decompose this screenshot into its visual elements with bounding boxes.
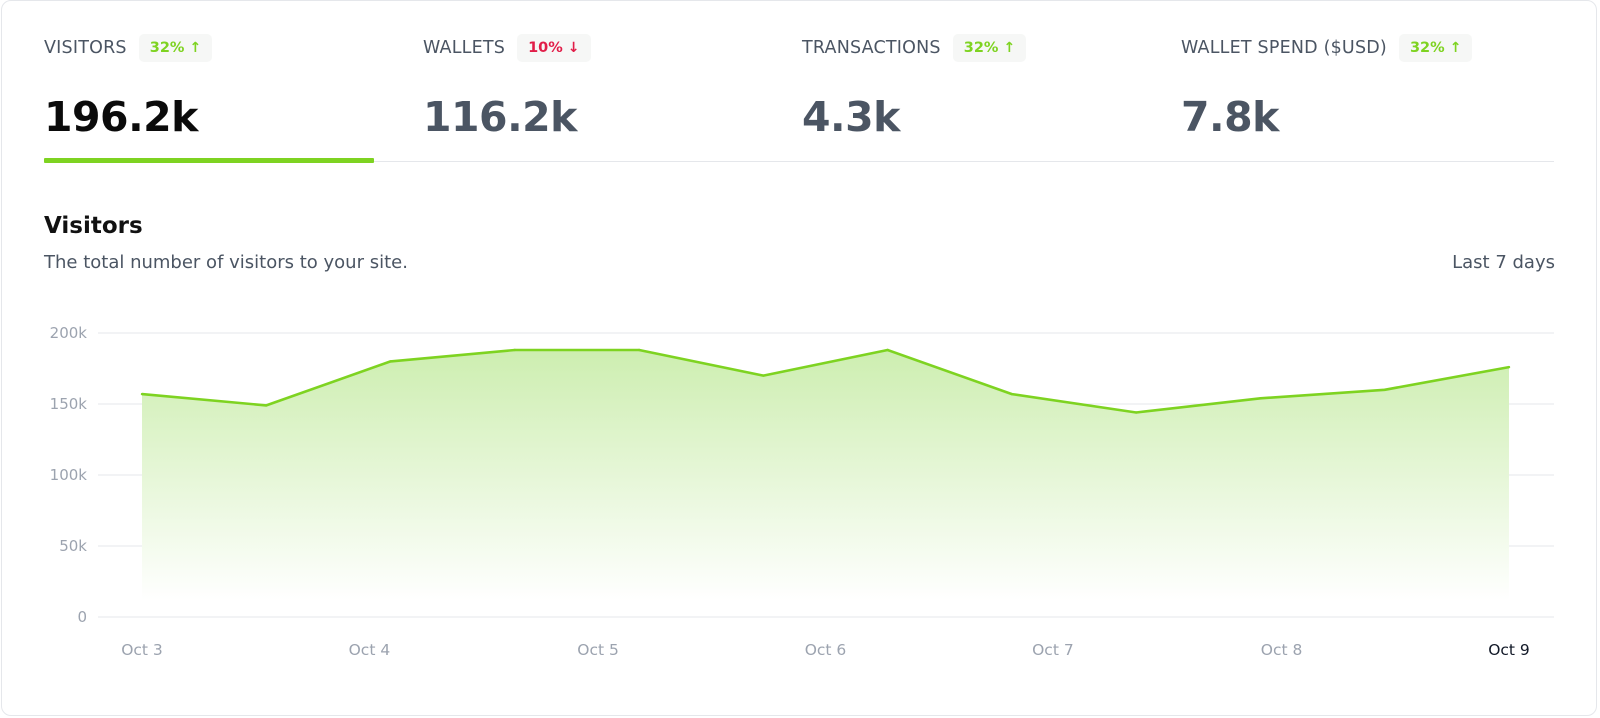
y-tick-label: 50k: [59, 537, 87, 555]
x-tick-label: Oct 5: [577, 641, 619, 659]
x-axis-labels: Oct 3 Oct 4 Oct 5 Oct 6 Oct 7 Oct 8 Oct 9: [121, 641, 1530, 659]
data-point: [762, 374, 765, 377]
metric-value: 196.2k: [44, 93, 198, 141]
change-value: 10%: [528, 40, 563, 56]
metric-label: WALLETS: [423, 38, 506, 58]
data-point: [1259, 397, 1262, 400]
period-label: Last 7 days: [1452, 252, 1555, 273]
arrow-up-icon: ↑: [1449, 40, 1462, 56]
chart-subtitle: The total number of visitors to your sit…: [44, 252, 408, 273]
metric-header: TRANSACTIONS 32% ↑: [802, 32, 1132, 64]
metric-header: VISITORS 32% ↑: [44, 32, 374, 64]
tab-visitors[interactable]: VISITORS 32% ↑ 196.2k: [44, 32, 374, 162]
data-point: [140, 392, 144, 396]
metric-label: VISITORS: [44, 38, 127, 58]
active-tab-indicator: [44, 158, 374, 163]
x-tick-label: Oct 3: [121, 641, 163, 659]
x-tick-label: Oct 6: [805, 641, 847, 659]
x-tick-label: Oct 9: [1488, 641, 1530, 659]
y-tick-label: 0: [77, 608, 87, 626]
metric-header: WALLETS 10% ↓: [423, 32, 753, 64]
arrow-down-icon: ↓: [567, 40, 580, 56]
data-point: [389, 360, 392, 363]
data-point: [886, 348, 889, 352]
data-point: [1507, 365, 1511, 369]
tab-transactions[interactable]: TRANSACTIONS 32% ↑ 4.3k: [802, 32, 1132, 162]
metric-value: 7.8k: [1181, 93, 1279, 141]
tab-wallet-spend[interactable]: WALLET SPEND ($USD) 32% ↑ 7.8k: [1181, 32, 1511, 162]
y-tick-label: 200k: [50, 324, 88, 342]
arrow-up-icon: ↑: [1003, 40, 1016, 56]
change-badge: 32% ↑: [1398, 34, 1473, 62]
y-axis-labels: 0 50k 100k 150k 200k: [50, 324, 88, 626]
change-value: 32%: [963, 40, 999, 56]
tab-wallets[interactable]: WALLETS 10% ↓ 116.2k: [423, 32, 753, 162]
metric-header: WALLET SPEND ($USD) 32% ↑: [1181, 32, 1511, 64]
y-tick-label: 100k: [50, 466, 88, 484]
change-badge: 10% ↓: [517, 34, 591, 62]
data-point: [637, 348, 641, 352]
data-point: [1383, 388, 1386, 391]
x-tick-label: Oct 7: [1032, 641, 1074, 659]
data-point: [1135, 411, 1138, 414]
series-line: [141, 348, 1510, 414]
metric-value: 4.3k: [802, 93, 900, 141]
data-point: [265, 404, 268, 407]
y-tick-label: 150k: [50, 395, 88, 413]
tabs-divider: [44, 161, 1554, 162]
data-point: [1010, 392, 1014, 396]
area-series: [140, 348, 1511, 601]
data-point: [513, 348, 516, 352]
change-badge: 32% ↑: [138, 34, 213, 62]
x-tick-label: Oct 8: [1261, 641, 1303, 659]
chart-title: Visitors: [44, 213, 143, 239]
x-tick-label: Oct 4: [349, 641, 391, 659]
change-value: 32%: [1409, 40, 1445, 56]
metric-value: 116.2k: [423, 93, 577, 141]
metric-label: TRANSACTIONS: [802, 38, 941, 58]
change-value: 32%: [149, 40, 185, 56]
change-badge: 32% ↑: [952, 34, 1027, 62]
arrow-up-icon: ↑: [189, 40, 202, 56]
metric-label: WALLET SPEND ($USD): [1181, 38, 1387, 58]
area-fill: [142, 350, 1509, 601]
